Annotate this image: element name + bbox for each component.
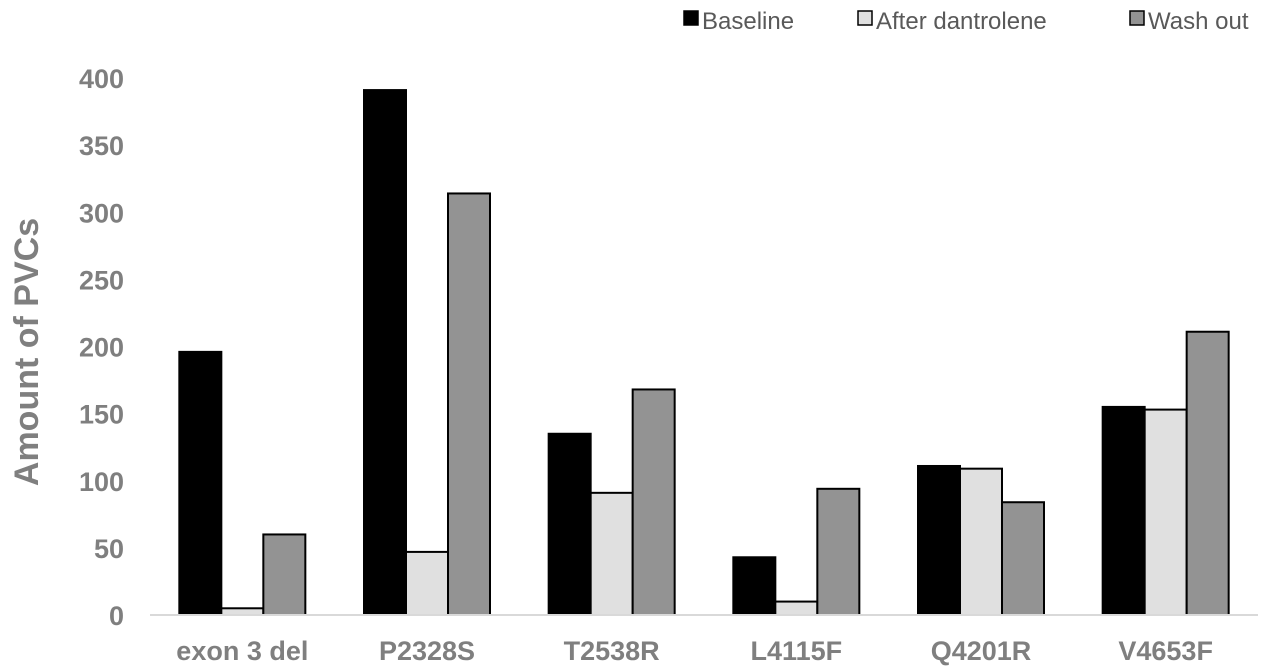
legend-swatch — [857, 10, 873, 26]
legend-swatch — [1129, 10, 1145, 26]
x-tick-label: P2328S — [379, 636, 475, 666]
y-axis-title: Amount of PVCs — [8, 218, 46, 486]
bar — [917, 464, 961, 617]
x-tick-label: Q4201R — [931, 636, 1032, 666]
bar — [1001, 501, 1045, 617]
bar — [589, 491, 634, 616]
x-tick-label: T2538R — [564, 636, 660, 666]
bar — [262, 533, 307, 617]
y-axis-ticks: 0 50 100 150 200 250 300 350 400 — [79, 64, 124, 631]
x-tick-label: V4653F — [1118, 636, 1213, 666]
bar — [1101, 405, 1146, 616]
bar — [447, 192, 491, 617]
bar — [405, 550, 449, 617]
y-tick-label: 250 — [79, 265, 124, 295]
bar — [1185, 330, 1230, 616]
y-tick-label: 300 — [79, 198, 124, 228]
y-tick-label: 150 — [79, 400, 124, 430]
y-tick-label: 50 — [94, 534, 124, 564]
bars — [178, 89, 1230, 617]
legend-swatch — [683, 10, 699, 26]
bar — [732, 556, 777, 617]
bar — [816, 487, 861, 616]
bar — [363, 89, 407, 616]
y-tick-label: 200 — [79, 333, 124, 363]
bar — [631, 388, 676, 616]
x-tick-label: L4115F — [751, 636, 843, 666]
y-tick-label: 400 — [79, 64, 124, 94]
y-tick-label: 0 — [109, 601, 124, 631]
bar — [1143, 408, 1188, 616]
legend-label: Baseline — [702, 8, 794, 35]
bar — [547, 432, 592, 617]
y-tick-label: 100 — [79, 467, 124, 497]
legend-label: Wash out — [1148, 8, 1249, 35]
bar — [774, 600, 819, 617]
x-axis-ticks: exon 3 del P2328S T2538R L4115F Q4201R V4653F — [176, 636, 1213, 666]
bar — [959, 467, 1003, 617]
legend: Baseline After dantrolene Wash out — [683, 8, 1249, 35]
x-tick-label: exon 3 del — [176, 636, 308, 666]
legend-label: After dantrolene — [876, 8, 1047, 35]
y-tick-label: 350 — [79, 131, 124, 161]
bar — [220, 607, 265, 616]
bar — [178, 350, 223, 616]
